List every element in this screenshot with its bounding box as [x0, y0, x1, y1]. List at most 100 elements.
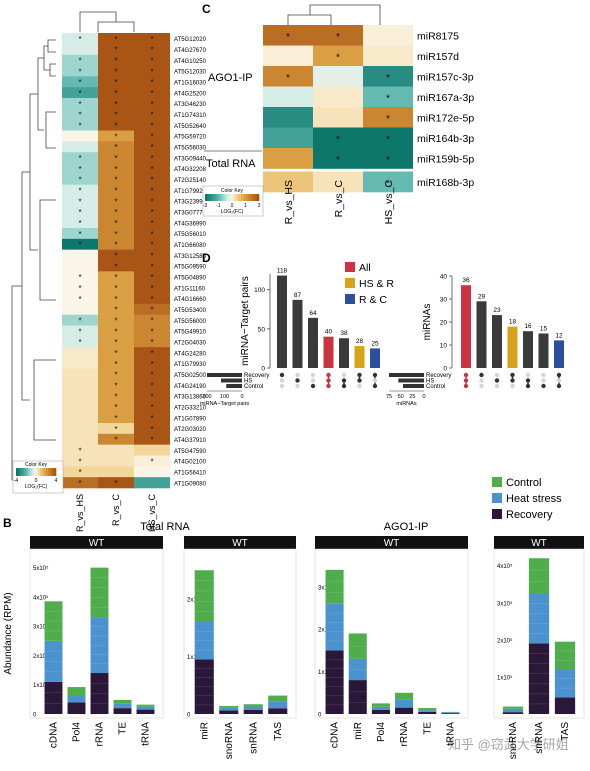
heatmap-c-star: * [286, 32, 290, 43]
upset-3-matrix-dot [463, 378, 469, 383]
legend-d-label: R & C [359, 294, 387, 306]
heatmap-c-col-label: HS_vs_C [383, 180, 395, 225]
heatmap-c-cell [363, 127, 413, 149]
heatmap-a-star: * [78, 317, 81, 326]
heatmap-a-row-label: AT5G53400 [174, 308, 207, 314]
stacked-6-strip-label: WT [384, 538, 400, 549]
heatmap-a-cell [98, 401, 134, 413]
upset-3-set-label: HS [426, 379, 434, 385]
stacked-5-segment [268, 701, 288, 709]
heatmap-a-cell [98, 228, 134, 240]
heatmap-a-star: * [150, 295, 153, 304]
heatmap-a-row-label: AT1G79930 [174, 362, 207, 368]
stacked-4-segment [67, 702, 86, 714]
heatmap-a-star: * [114, 197, 117, 206]
heatmap-c-cell [263, 107, 313, 128]
heatmap-a-row-label: AT2G33210 [174, 405, 207, 411]
heatmap-a-star: * [114, 338, 117, 347]
heatmap-a-cell [98, 390, 134, 402]
stacked-5-x-label: snRNA [248, 722, 259, 754]
heatmap-a-col-label: HS_vs_C [147, 494, 157, 533]
heatmap-a-row-label: AT3G46230 [174, 102, 207, 108]
upset-2-bar [308, 317, 318, 368]
stacked-4-segment [67, 687, 86, 695]
heatmap-c-row-label: miR8175 [417, 30, 459, 42]
stacked-6-x-label: tRNA [445, 722, 456, 746]
stacked-7-segment [502, 706, 524, 709]
heatmap-a-star: * [114, 67, 117, 76]
heatmap-a-col-label: R_vs_HS [75, 494, 85, 532]
heatmap-a-cell [62, 303, 98, 315]
upset-2-bar-label: 25 [371, 340, 379, 347]
legend-d-label: All [359, 262, 371, 274]
heatmap-c-cell [263, 171, 313, 193]
heatmap-a-cell [134, 65, 170, 77]
heatmap-c-star: * [336, 32, 340, 43]
upset-3-matrix-dot [525, 378, 531, 383]
upset-3-bar-label: 36 [462, 277, 470, 284]
stacked-5-x-label: TAS [273, 722, 284, 741]
heatmap-c-cell [363, 148, 413, 169]
heatmap-a-star: * [150, 67, 153, 76]
heatmap-c-star: * [336, 52, 340, 63]
heatmap-a-cell [62, 238, 98, 250]
heatmap-a-key-gradient [52, 468, 55, 476]
stacked-5-x-label: miR [199, 722, 210, 740]
heatmap-a-star: * [78, 100, 81, 109]
heatmap-a-star: * [78, 295, 81, 304]
upset-3-matrix-dot [510, 383, 515, 389]
upset-2-matrix-dot [326, 372, 331, 378]
upset-3-bar-label: 12 [555, 332, 563, 339]
heatmap-a-star: * [114, 295, 117, 304]
heatmap-c-cell [263, 127, 313, 149]
heatmap-a-cell [134, 444, 170, 456]
heatmap-a-cell [62, 466, 98, 478]
heatmap-a-star: * [78, 197, 81, 206]
stacked-7-segment [528, 558, 550, 594]
heatmap-a-star: * [150, 122, 153, 131]
heatmap-a-star: * [150, 317, 153, 326]
heatmap-a-star: * [78, 165, 81, 174]
heatmap-a-row-label: AT4G25200 [174, 91, 207, 97]
heatmap-a-star: * [114, 436, 117, 445]
upset-3-set-axis-label: miRNAs [396, 401, 416, 407]
heatmap-a-star: * [114, 78, 117, 87]
heatmap-c-cell [313, 66, 363, 87]
stacked-4-segment [113, 699, 132, 704]
upset-2-set-bar [207, 373, 242, 377]
stacked-5-segment [194, 570, 214, 622]
heatmap-a-star: * [114, 165, 117, 174]
stacked-7-strip [494, 536, 584, 549]
stacked-6-x-label: TE [422, 722, 433, 735]
upset-2-bar [292, 299, 303, 368]
heatmap-a-star: * [150, 436, 153, 445]
heatmap-c-key-gradient [234, 194, 237, 201]
upset-3-matrix-dot [525, 383, 531, 389]
stacked-7-y-tick: 2x10⁵ [497, 637, 513, 644]
heatmap-a-cell [98, 98, 134, 110]
upset-3-set-bar [398, 378, 424, 383]
heatmap-a-row-label: AT5G59720 [174, 135, 207, 141]
stacked-7-segment [528, 593, 550, 644]
stacked-4-segment [90, 673, 109, 714]
upset-3-bar-label: 18 [509, 319, 517, 326]
heatmap-a-cell [134, 325, 170, 337]
upset-3-matrix-dot [479, 383, 484, 389]
heatmap-a-key-box [12, 460, 64, 494]
heatmap-c-group-label: AGO1-IP [208, 72, 253, 84]
upset-3-bar [538, 333, 549, 368]
heatmap-c-row-label: miR157c-3p [417, 71, 474, 83]
stacked-5-segment [219, 707, 239, 711]
upset-3-set-tick: 75 [386, 394, 392, 400]
stacked-7-x-label: snoRNA [508, 722, 519, 760]
heatmap-a-cell [134, 455, 170, 467]
heatmap-a-key-gradient [54, 468, 57, 476]
heatmap-a-star: * [150, 100, 153, 109]
heatmap-a-cell [98, 119, 134, 131]
heatmap-a-row-label: AT1G56410 [174, 470, 207, 476]
heatmap-a-key-title: Color Key [25, 462, 47, 468]
heatmap-a-cell [62, 54, 98, 66]
heatmap-a-star: * [150, 154, 153, 163]
upset-2-y-tick-label: 50 [258, 326, 266, 333]
stacked-6-segment [395, 699, 414, 708]
